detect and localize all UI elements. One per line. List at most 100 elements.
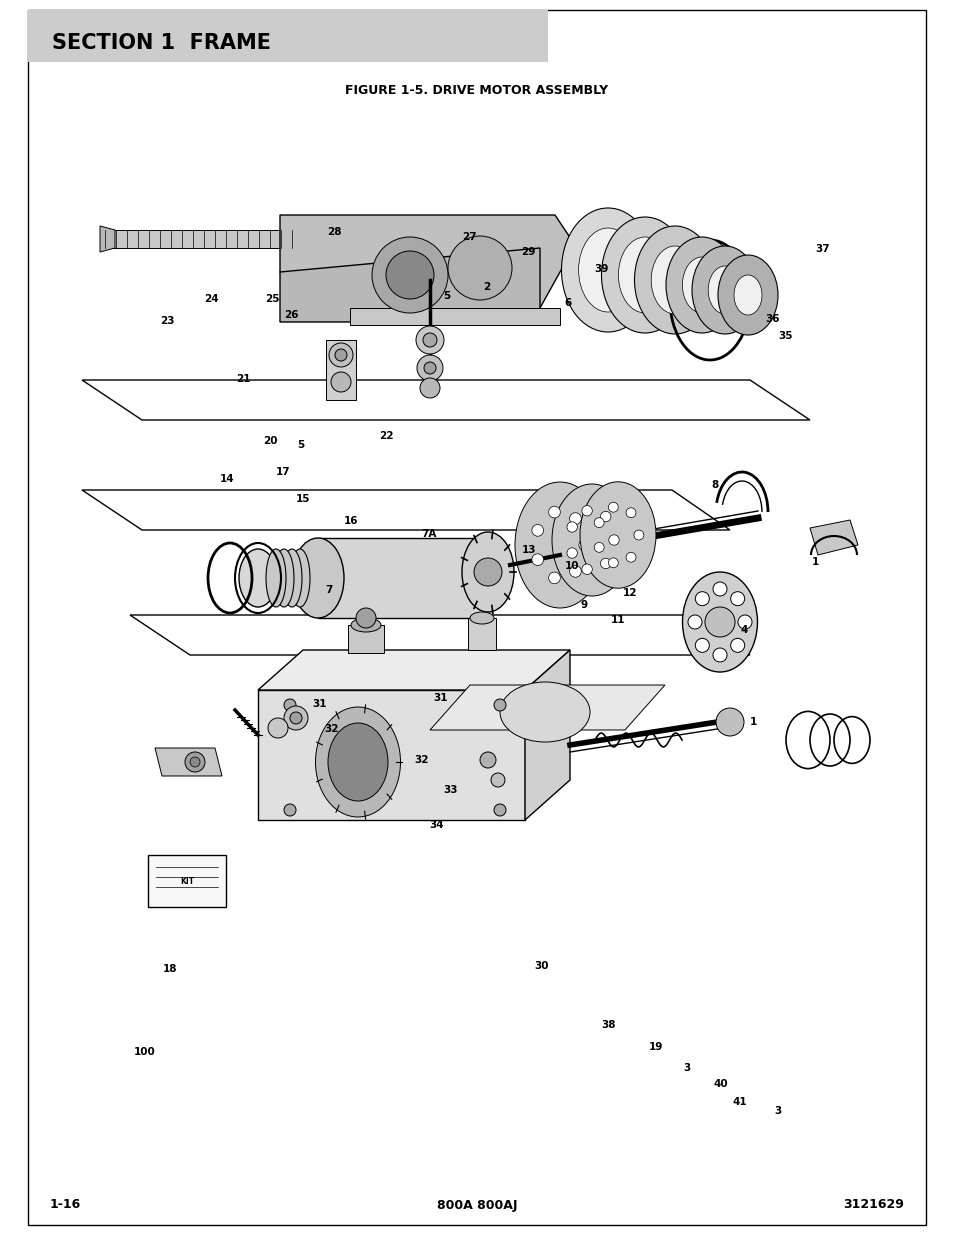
Text: 28: 28 [326, 227, 341, 237]
Ellipse shape [499, 682, 589, 742]
Circle shape [290, 713, 302, 724]
Text: 29: 29 [520, 247, 536, 257]
Circle shape [581, 505, 592, 516]
Text: SECTION 1  FRAME: SECTION 1 FRAME [52, 33, 271, 53]
Polygon shape [100, 230, 305, 248]
Bar [148, 855, 226, 906]
Text: 19: 19 [648, 1042, 663, 1052]
Ellipse shape [601, 217, 688, 333]
Circle shape [329, 343, 353, 367]
Polygon shape [100, 226, 115, 252]
Text: 7A: 7A [421, 529, 436, 538]
Text: 12: 12 [621, 588, 637, 598]
Text: 5: 5 [296, 440, 304, 450]
Text: 36: 36 [764, 314, 780, 324]
Circle shape [284, 804, 295, 816]
Text: 5: 5 [442, 291, 450, 301]
Text: 15: 15 [295, 494, 311, 504]
Circle shape [625, 552, 636, 562]
Circle shape [594, 542, 603, 552]
Text: 16: 16 [343, 516, 358, 526]
Ellipse shape [561, 207, 654, 332]
Polygon shape [524, 650, 569, 820]
Circle shape [599, 558, 610, 568]
Ellipse shape [634, 226, 715, 333]
Text: 10: 10 [564, 561, 579, 571]
Polygon shape [809, 520, 857, 555]
Text: 6: 6 [563, 298, 571, 308]
Text: 40: 40 [713, 1079, 728, 1089]
Text: 2: 2 [482, 282, 490, 291]
Ellipse shape [579, 482, 656, 588]
Text: 7: 7 [325, 585, 333, 595]
Text: 25: 25 [264, 294, 279, 304]
Text: 38: 38 [600, 1020, 616, 1030]
Text: 32: 32 [324, 724, 339, 734]
Ellipse shape [651, 246, 698, 314]
Text: 100: 100 [134, 1047, 155, 1057]
Text: 23: 23 [159, 316, 174, 326]
Ellipse shape [470, 613, 494, 624]
Polygon shape [317, 538, 488, 618]
Ellipse shape [239, 550, 276, 606]
Circle shape [712, 648, 726, 662]
Circle shape [625, 508, 636, 517]
Circle shape [695, 592, 709, 605]
Circle shape [578, 540, 590, 551]
Ellipse shape [618, 237, 671, 312]
Polygon shape [82, 490, 729, 530]
Circle shape [594, 517, 603, 527]
Ellipse shape [461, 532, 514, 613]
Text: 3121629: 3121629 [842, 1198, 903, 1212]
Circle shape [548, 572, 559, 584]
Circle shape [372, 237, 448, 312]
Circle shape [331, 372, 351, 391]
Circle shape [569, 566, 580, 577]
Text: 3: 3 [682, 1063, 690, 1073]
Circle shape [634, 530, 643, 540]
Text: 13: 13 [521, 545, 537, 555]
Text: 31: 31 [312, 699, 327, 709]
Circle shape [474, 558, 501, 585]
Text: 20: 20 [262, 436, 277, 446]
Ellipse shape [681, 257, 720, 312]
Circle shape [608, 535, 618, 545]
Circle shape [566, 521, 577, 532]
Text: 37: 37 [814, 245, 829, 254]
Ellipse shape [292, 538, 344, 618]
Circle shape [416, 354, 442, 382]
Circle shape [386, 251, 434, 299]
Circle shape [494, 699, 505, 711]
Ellipse shape [691, 246, 758, 333]
Text: 11: 11 [610, 615, 625, 625]
Circle shape [284, 699, 295, 711]
Circle shape [712, 582, 726, 597]
Text: KIT: KIT [180, 878, 193, 887]
Text: 24: 24 [204, 294, 219, 304]
Text: 800A 800AJ: 800A 800AJ [436, 1198, 517, 1212]
Ellipse shape [733, 275, 761, 315]
Text: 3: 3 [773, 1107, 781, 1116]
Polygon shape [257, 650, 569, 690]
Ellipse shape [290, 550, 310, 606]
Ellipse shape [578, 228, 637, 312]
Circle shape [423, 362, 436, 374]
Circle shape [268, 718, 288, 739]
Ellipse shape [315, 706, 400, 818]
Text: 41: 41 [731, 1097, 746, 1107]
Circle shape [355, 608, 375, 629]
Circle shape [569, 513, 580, 525]
Text: 34: 34 [429, 820, 444, 830]
Text: 4: 4 [740, 625, 747, 635]
Bar [348, 625, 384, 653]
Bar [28, 10, 547, 62]
Circle shape [416, 326, 443, 354]
Circle shape [448, 236, 512, 300]
Circle shape [695, 638, 709, 652]
Circle shape [531, 553, 543, 566]
Text: 1: 1 [811, 557, 819, 567]
Text: 31: 31 [433, 693, 448, 703]
Polygon shape [350, 308, 559, 325]
Circle shape [185, 752, 205, 772]
Ellipse shape [266, 550, 286, 606]
